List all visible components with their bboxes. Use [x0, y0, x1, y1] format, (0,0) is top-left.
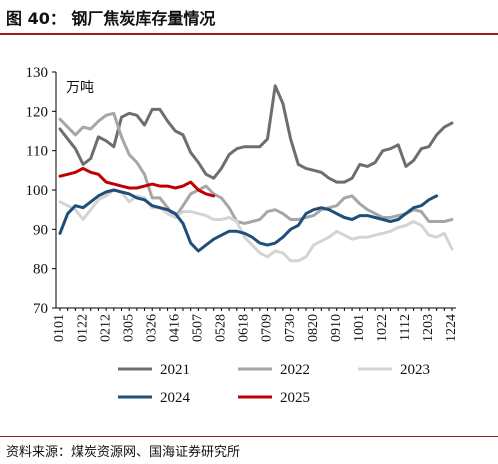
- x-tick-label: 0212: [98, 314, 113, 342]
- x-tick-label: 0416: [168, 314, 183, 342]
- y-tick-label: 90: [33, 222, 48, 238]
- x-tick-label: 0910: [329, 314, 344, 342]
- title-divider: [0, 33, 498, 35]
- x-tick-label: 1112: [398, 314, 413, 341]
- y-axis-unit-label: 万吨: [66, 80, 94, 96]
- series-line-2022: [58, 111, 454, 225]
- x-tick-label: 0305: [121, 314, 136, 342]
- series-line-2024: [58, 188, 439, 253]
- x-tick-label: 0326: [144, 314, 159, 342]
- series-line-2021: [58, 84, 454, 184]
- series-line-2025: [58, 166, 216, 198]
- y-tick-label: 100: [26, 183, 49, 199]
- x-tick-label: 0101: [52, 314, 67, 342]
- x-tick-label: 1022: [375, 314, 390, 342]
- x-tick-label: 1001: [352, 314, 367, 342]
- legend-label-2025: 2025: [280, 390, 310, 406]
- series-line-2023: [58, 188, 454, 263]
- y-tick-label: 70: [33, 301, 48, 317]
- x-tick-label: 0528: [214, 314, 229, 342]
- chart-area: 70 80 90 100 110 120 130 万吨 0101 0122 0212 0305 0326…: [0, 36, 498, 432]
- legend-label-2024: 2024: [160, 390, 191, 406]
- x-tick-label: 1224: [444, 314, 459, 342]
- y-tick-label: 130: [26, 65, 49, 81]
- legend-label-2023: 2023: [400, 362, 430, 378]
- figure-title: 图 40： 钢厂焦炭库存量情况: [6, 9, 216, 28]
- source-note: 资料来源：煤炭资源网、国海证券研究所: [6, 445, 241, 460]
- legend-label-2021: 2021: [160, 362, 190, 378]
- x-tick-label: 0730: [283, 314, 298, 342]
- y-tick-label: 80: [33, 262, 48, 278]
- x-tick-label: 0122: [75, 314, 90, 342]
- legend-label-2022: 2022: [280, 362, 310, 378]
- x-tick-label: 0820: [306, 314, 321, 342]
- x-tick-label: 0709: [260, 314, 275, 342]
- x-tick-label: 1203: [421, 314, 436, 342]
- y-tick-label: 120: [26, 104, 49, 120]
- line-chart: 70 80 90 100 110 120 130 万吨 0101 0122 0212 0305 0326…: [26, 65, 460, 406]
- x-tick-label: 0507: [191, 314, 206, 342]
- source-divider: [0, 436, 498, 437]
- x-tick-label: 0618: [237, 314, 252, 342]
- figure-title-bar: 图 40： 钢厂焦炭库存量情况: [0, 0, 498, 35]
- y-tick-label: 110: [26, 144, 48, 160]
